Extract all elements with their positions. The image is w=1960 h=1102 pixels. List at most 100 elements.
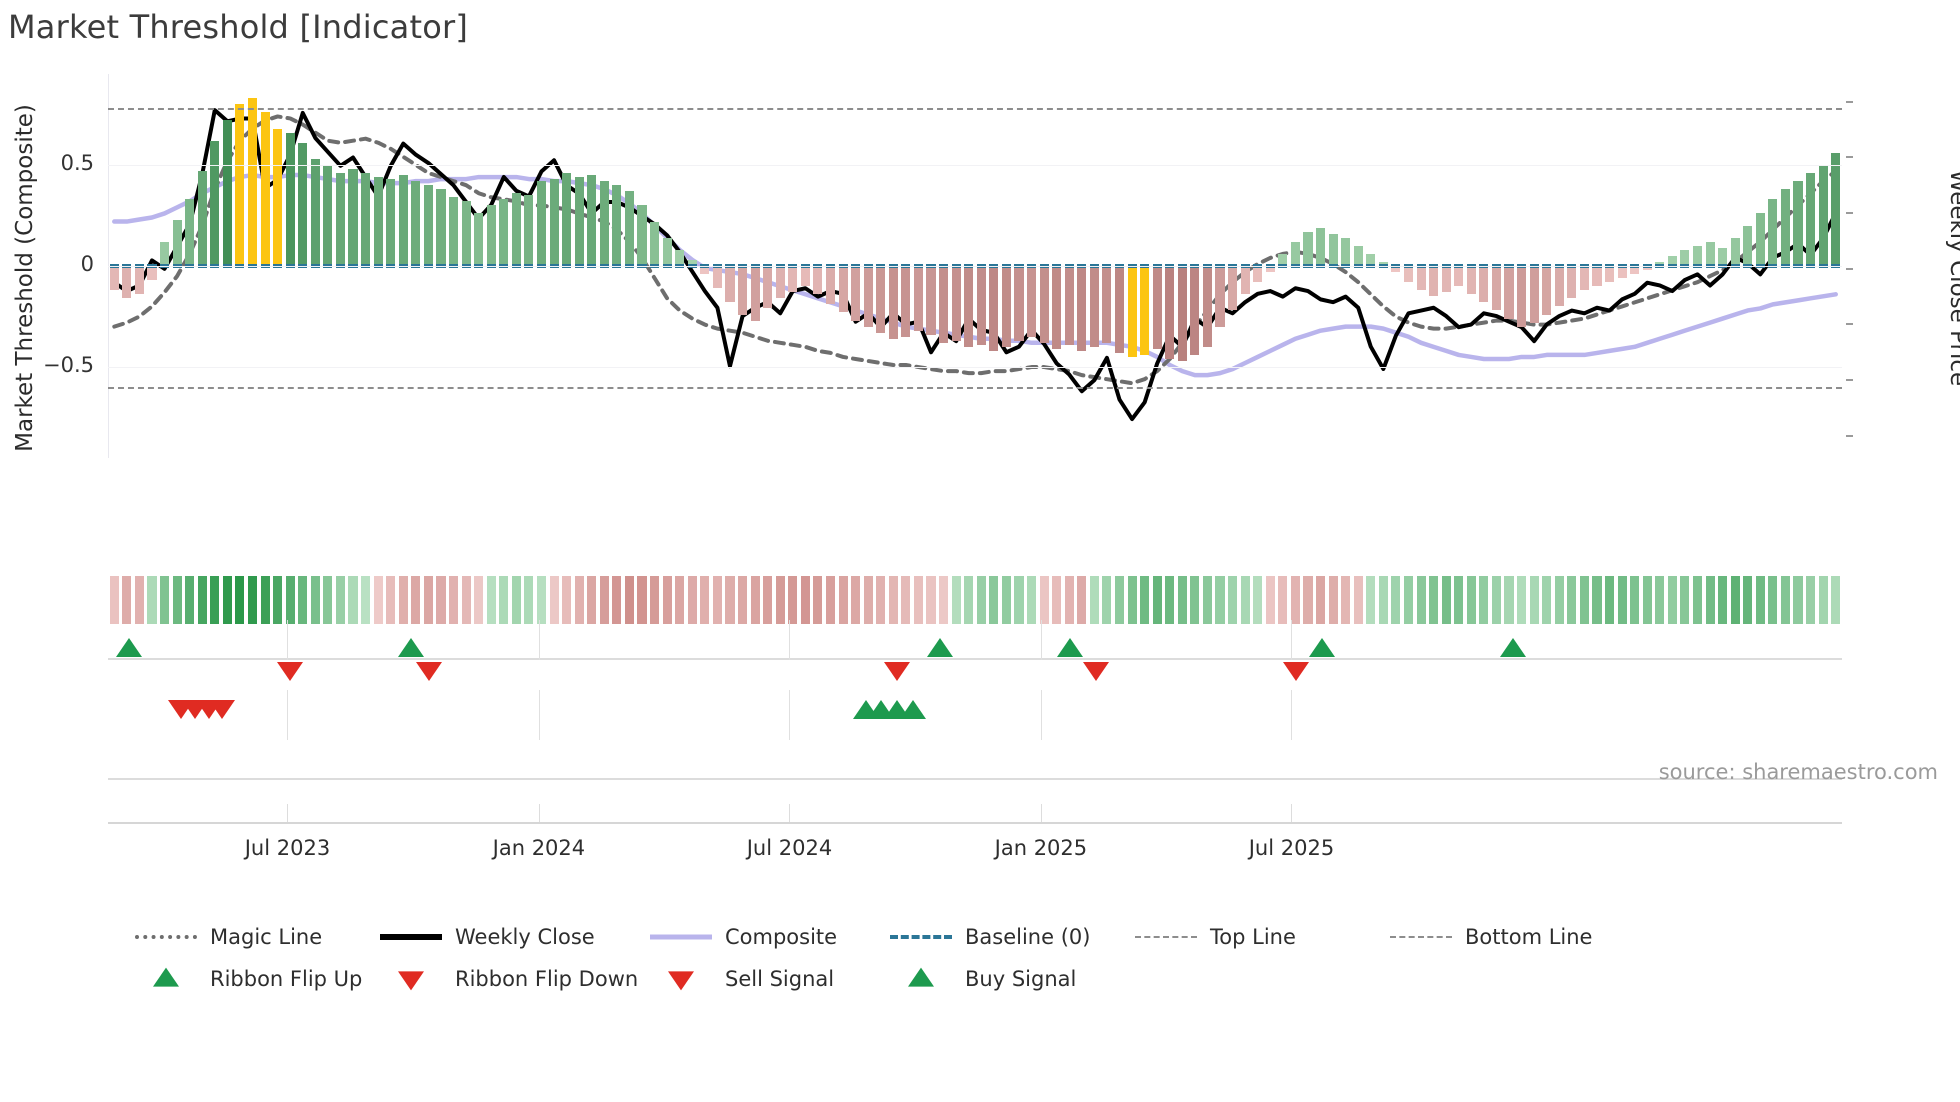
legend-item-ribbon-flip-up[interactable]: Ribbon Flip Up	[135, 967, 362, 991]
ribbon-cell	[1743, 576, 1753, 624]
threshold-bar	[800, 266, 810, 287]
ribbon-cell	[1605, 576, 1615, 624]
threshold-bar	[1303, 231, 1313, 266]
legend-label: Weekly Close	[455, 925, 595, 949]
x-axis: Jul 2023 Jan 2024 Jul 2024 Jan 2025 Jul 2025	[108, 804, 1842, 882]
ribbon-cell	[763, 576, 773, 624]
ribbon-cell	[1228, 576, 1238, 624]
legend-label: Buy Signal	[965, 967, 1077, 991]
gridline-left	[108, 367, 1842, 369]
threshold-bar	[1768, 199, 1778, 266]
legend-item-sell-signal[interactable]: Sell Signal	[650, 967, 834, 991]
threshold-bar	[1806, 173, 1816, 266]
ribbon-cell	[185, 576, 195, 624]
legend-label: Composite	[725, 925, 838, 949]
threshold-bar	[235, 104, 245, 266]
legend-item-bottom-line[interactable]: Bottom Line	[1390, 925, 1592, 949]
threshold-bar	[976, 266, 986, 345]
legend-item-ribbon-flip-down[interactable]: Ribbon Flip Down	[380, 967, 638, 991]
legend-row-primary: Magic Line Weekly Close Composite Baseline …	[135, 925, 1895, 967]
threshold-bar	[122, 266, 132, 299]
legend-label: Bottom Line	[1465, 925, 1593, 949]
threshold-bar	[1202, 266, 1212, 347]
ribbon-cell	[197, 576, 207, 624]
threshold-bar	[373, 177, 383, 266]
ribbon-cell	[1529, 576, 1539, 624]
sell-signal-marker	[209, 700, 236, 719]
ribbon-cell	[160, 576, 170, 624]
ribbon-cell	[825, 576, 836, 624]
threshold-bar	[1316, 227, 1326, 266]
ribbon-cell	[486, 576, 496, 624]
y-tickmark-right	[1846, 379, 1853, 382]
legend-label: Magic Line	[210, 925, 323, 949]
gridline-left	[108, 266, 1842, 267]
ribbon-cell	[1077, 576, 1087, 624]
y-tickmark-right	[1846, 156, 1853, 159]
threshold-bar	[1265, 266, 1275, 273]
lane-vtick	[287, 690, 289, 740]
threshold-bar	[624, 191, 634, 266]
lane-vtick	[1040, 690, 1042, 740]
flip-lane-rule	[108, 658, 1842, 660]
ribbon-cell	[273, 576, 283, 624]
ribbon-cell	[1542, 576, 1552, 624]
ribbon-cell	[1366, 576, 1376, 624]
legend-item-weekly-close[interactable]: Weekly Close	[380, 925, 595, 949]
ribbon-cell	[1089, 576, 1099, 624]
ribbon-cell	[1064, 576, 1074, 624]
threshold-bar	[587, 175, 597, 266]
ribbon-cell	[1403, 576, 1414, 624]
threshold-bar	[662, 237, 672, 266]
legend-item-buy-signal[interactable]: Buy Signal	[890, 967, 1076, 991]
ribbon-cell	[348, 576, 358, 624]
triangle-up-icon	[135, 967, 197, 989]
threshold-bar	[423, 185, 433, 266]
ribbon-cell	[1039, 576, 1049, 624]
ribbon-cell	[323, 576, 333, 624]
threshold-bar	[1165, 266, 1175, 359]
threshold-bar	[474, 213, 484, 266]
threshold-bar	[1743, 225, 1753, 266]
ribbon-cell	[1052, 576, 1062, 624]
ribbon-cell	[1630, 576, 1640, 624]
ribbon-cell	[1215, 576, 1225, 624]
legend-item-baseline-0[interactable]: Baseline (0)	[890, 925, 1090, 949]
ribbon-cell	[147, 576, 157, 624]
threshold-bar	[712, 266, 722, 289]
ribbon-cell	[499, 576, 509, 624]
legend-item-top-line[interactable]: Top Line	[1135, 925, 1296, 949]
ribbon-cell	[1504, 576, 1514, 624]
threshold-bar	[1416, 266, 1426, 291]
ribbon-cell	[1755, 576, 1765, 624]
threshold-bar	[1027, 266, 1037, 337]
ribbon-cell	[423, 576, 433, 624]
legend-item-composite[interactable]: Composite	[650, 925, 837, 949]
threshold-bar	[1579, 266, 1589, 291]
threshold-bar	[1228, 266, 1238, 311]
threshold-bar	[775, 266, 785, 299]
y-tick-left: −0.5	[43, 353, 94, 378]
ribbon-flip-up-marker	[927, 638, 954, 657]
threshold-bar	[1140, 266, 1150, 355]
top-line	[108, 108, 1842, 111]
threshold-bar	[335, 173, 345, 266]
ribbon-cell	[750, 576, 760, 624]
threshold-bar	[222, 120, 232, 266]
ribbon-cell	[939, 576, 949, 624]
legend-item-magic-line[interactable]: Magic Line	[135, 925, 322, 949]
ribbon-cell	[888, 576, 898, 624]
ribbon-cell	[461, 576, 471, 624]
x-tick-label: Jul 2024	[746, 836, 833, 860]
threshold-bar	[1730, 237, 1740, 266]
threshold-bar	[1479, 266, 1489, 303]
ribbon-cell	[1617, 576, 1627, 624]
ribbon-flip-down-marker	[1083, 662, 1110, 681]
solid-line-icon	[650, 927, 712, 947]
ribbon-cell	[788, 576, 798, 624]
ribbon-flip-up-marker	[1308, 638, 1335, 657]
x-tickmark	[538, 804, 540, 822]
ribbon-cell	[1140, 576, 1150, 624]
dashed-line-icon	[1390, 927, 1452, 947]
